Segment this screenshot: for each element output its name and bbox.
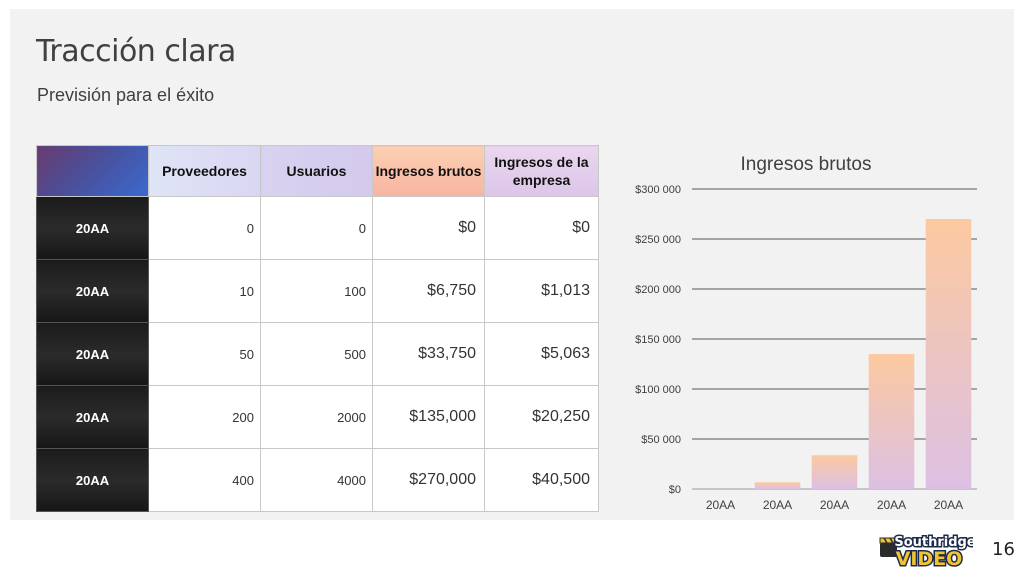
cell-company-revenue: $40,500	[484, 448, 599, 512]
row-label: 20AA	[36, 385, 149, 449]
cell-providers: 200	[148, 385, 261, 449]
cell-gross-revenue: $270,000	[372, 448, 485, 512]
x-tick-label: 20AA	[820, 498, 849, 512]
table-row: 20AA 10 100 $6,750 $1,013	[36, 259, 599, 323]
cell-users: 0	[260, 196, 373, 260]
slide-title: Tracción clara	[36, 34, 236, 69]
cell-providers: 0	[148, 196, 261, 260]
x-tick-label: 20AA	[877, 498, 906, 512]
cell-users: 2000	[260, 385, 373, 449]
column-header-users: Usuarios	[260, 145, 373, 197]
bar	[754, 482, 801, 489]
x-tick-label: 20AA	[763, 498, 792, 512]
cell-providers: 10	[148, 259, 261, 323]
bar	[811, 455, 858, 489]
y-tick-label: $300 000	[635, 184, 681, 196]
cell-providers: 400	[148, 448, 261, 512]
column-header-gross-revenue: Ingresos brutos	[372, 145, 485, 197]
cell-gross-revenue: $135,000	[372, 385, 485, 449]
cell-providers: 50	[148, 322, 261, 386]
revenue-table: Proveedores Usuarios Ingresos brutos Ing…	[36, 145, 599, 512]
logo-text-bottom: VIDEO	[896, 548, 963, 570]
cell-users: 100	[260, 259, 373, 323]
table-row: 20AA 200 2000 $135,000 $20,250	[36, 385, 599, 449]
cell-company-revenue: $0	[484, 196, 599, 260]
cell-gross-revenue: $0	[372, 196, 485, 260]
table-row: 20AA 50 500 $33,750 $5,063	[36, 322, 599, 386]
y-tick-label: $250 000	[635, 234, 681, 246]
table-header-row: Proveedores Usuarios Ingresos brutos Ing…	[36, 145, 599, 197]
slide-subtitle: Previsión para el éxito	[37, 85, 215, 105]
x-tick-label: 20AA	[934, 498, 963, 512]
southridge-video-logo: Southridge VIDEO	[879, 534, 973, 572]
cell-company-revenue: $5,063	[484, 322, 599, 386]
column-header-company-revenue: Ingresos de la empresa	[484, 145, 599, 197]
column-header-providers: Proveedores	[148, 145, 261, 197]
y-tick-label: $50 000	[641, 434, 681, 446]
cell-company-revenue: $20,250	[484, 385, 599, 449]
bar	[925, 219, 972, 489]
cell-company-revenue: $1,013	[484, 259, 599, 323]
y-tick-label: $100 000	[635, 384, 681, 396]
y-tick-label: $150 000	[635, 334, 681, 346]
page-number: 16	[992, 539, 1015, 560]
x-tick-label: 20AA	[706, 498, 735, 512]
logo-text-top: Southridge	[894, 535, 973, 550]
table-row: 20AA 400 4000 $270,000 $40,500	[36, 448, 599, 512]
row-label: 20AA	[36, 196, 149, 260]
row-label: 20AA	[36, 448, 149, 512]
cell-users: 4000	[260, 448, 373, 512]
bar	[868, 354, 915, 489]
table-corner-cell	[36, 145, 149, 197]
cell-gross-revenue: $6,750	[372, 259, 485, 323]
film-clapper-icon	[879, 537, 898, 557]
gross-revenue-bar-chart: $0 $50 000 $100 000 $150 000 $200 000 $250 00…	[635, 184, 977, 512]
chart-title: Ingresos brutos	[740, 154, 872, 175]
cell-users: 500	[260, 322, 373, 386]
y-tick-label: $200 000	[635, 284, 681, 296]
cell-gross-revenue: $33,750	[372, 322, 485, 386]
row-label: 20AA	[36, 322, 149, 386]
table-row: 20AA 0 0 $0 $0	[36, 196, 599, 260]
row-label: 20AA	[36, 259, 149, 323]
y-tick-label: $0	[669, 484, 681, 496]
